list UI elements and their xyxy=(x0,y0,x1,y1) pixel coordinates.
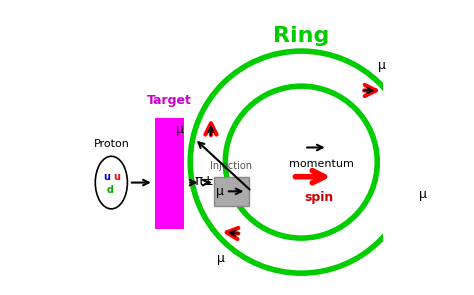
Text: Proton: Proton xyxy=(93,139,129,149)
Text: μ: μ xyxy=(216,185,224,198)
FancyBboxPatch shape xyxy=(214,177,249,206)
Text: μ: μ xyxy=(419,188,427,201)
FancyBboxPatch shape xyxy=(155,118,184,229)
Text: μ: μ xyxy=(378,59,386,72)
Text: momentum: momentum xyxy=(289,159,354,169)
Text: u: u xyxy=(113,172,120,182)
Text: Target: Target xyxy=(147,94,192,106)
Text: Ring: Ring xyxy=(273,27,329,46)
Text: d: d xyxy=(106,185,113,195)
Text: spin: spin xyxy=(304,191,333,204)
Text: u: u xyxy=(103,172,110,182)
Text: μ: μ xyxy=(217,252,225,265)
Text: π±: π± xyxy=(195,174,215,188)
Text: μ: μ xyxy=(176,123,184,136)
Text: Injection: Injection xyxy=(210,161,252,171)
Ellipse shape xyxy=(95,156,128,209)
